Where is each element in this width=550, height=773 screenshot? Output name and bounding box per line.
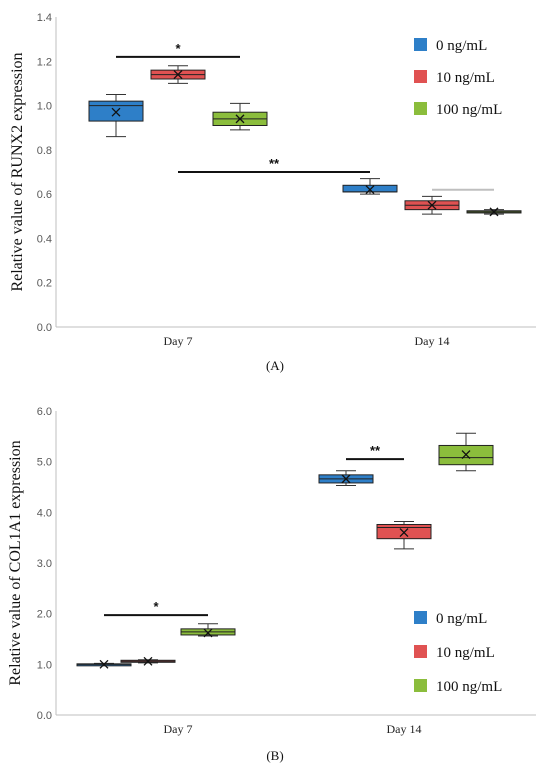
chart-panel-a: 0.0 0.2 0.4 0.6 0.8 1.0 1.2 1.4 Relative value o… xyxy=(9,12,536,373)
box-0-ng-ml-day-7 xyxy=(88,94,144,138)
mean-marker xyxy=(203,628,213,638)
mean-marker xyxy=(365,185,375,195)
box-100-ng-ml-day-7 xyxy=(212,102,268,131)
box-10-ng-ml-day-14 xyxy=(404,195,460,215)
significance-label: * xyxy=(175,41,181,56)
box-body xyxy=(342,184,398,193)
legend-label: 10 ng/mL xyxy=(436,70,495,86)
y-tick-label: 0.8 xyxy=(37,145,52,157)
y-tick-label: 1.4 xyxy=(37,12,52,24)
box-0-ng-ml-day-14 xyxy=(342,178,398,195)
box-10-ng-ml-day-7 xyxy=(120,656,176,666)
y-tick-label: 1.2 xyxy=(37,56,52,68)
y-tick-label: 6.0 xyxy=(37,406,52,418)
legend-entry: 10 ng/mL xyxy=(414,70,495,86)
legend-swatch xyxy=(414,645,427,658)
mean-marker xyxy=(173,70,183,80)
mean-marker xyxy=(341,474,351,484)
legend-swatch xyxy=(414,38,427,51)
mean-marker xyxy=(399,528,409,538)
y-tick-label: 0.4 xyxy=(37,233,52,245)
x-category-label: Day 7 xyxy=(164,722,193,736)
legend-entry: 100 ng/mL xyxy=(414,679,502,695)
legend-swatch xyxy=(414,611,427,624)
significance-label: ** xyxy=(269,156,280,171)
box-body xyxy=(88,100,144,122)
legend-entry: 0 ng/mL xyxy=(414,38,487,54)
significance-label: ** xyxy=(370,443,381,458)
chart-panel-b: 0.0 1.0 2.0 3.0 4.0 5.0 6.0 Relative value of C… xyxy=(7,406,536,763)
mean-marker xyxy=(143,656,153,666)
y-tick-label: 1.0 xyxy=(37,659,52,671)
panel-label: (B) xyxy=(266,748,283,763)
y-tick-label: 5.0 xyxy=(37,457,52,469)
box-0-ng-ml-day-14 xyxy=(318,470,374,486)
legend-entry: 0 ng/mL xyxy=(414,611,487,627)
y-tick-label: 3.0 xyxy=(37,558,52,570)
y-tick-label: 0.6 xyxy=(37,189,52,201)
mean-marker xyxy=(99,659,109,669)
box-10-ng-ml-day-14 xyxy=(376,520,432,550)
legend-label: 10 ng/mL xyxy=(436,645,495,661)
significance-label: * xyxy=(153,599,159,614)
x-category-label: Day 14 xyxy=(387,722,422,736)
legend-swatch xyxy=(414,70,427,83)
legend-label: 0 ng/mL xyxy=(436,38,487,54)
x-category-label: Day 7 xyxy=(164,334,193,348)
mean-marker xyxy=(235,114,245,124)
box-100-ng-ml-day-14 xyxy=(466,207,522,217)
y-tick-label: 0.0 xyxy=(37,710,52,722)
mean-marker xyxy=(111,107,121,117)
legend-swatch xyxy=(414,679,427,692)
legend-label: 0 ng/mL xyxy=(436,611,487,627)
legend-entry: 100 ng/mL xyxy=(414,102,502,118)
y-tick-label: 1.0 xyxy=(37,101,52,113)
mean-marker xyxy=(489,207,499,217)
y-axis-label: Relative value of RUNX2 expression xyxy=(9,52,26,291)
y-tick-label: 0.2 xyxy=(37,278,52,290)
y-tick-label: 4.0 xyxy=(37,507,52,519)
x-category-label: Day 14 xyxy=(415,334,450,348)
legend-entry: 10 ng/mL xyxy=(414,645,495,661)
box-10-ng-ml-day-7 xyxy=(150,65,206,84)
mean-marker xyxy=(427,200,437,210)
legend-label: 100 ng/mL xyxy=(436,102,502,118)
mean-marker xyxy=(461,450,471,460)
y-tick-label: 2.0 xyxy=(37,609,52,621)
box-body xyxy=(376,523,432,540)
box-100-ng-ml-day-7 xyxy=(180,623,236,638)
box-100-ng-ml-day-14 xyxy=(438,432,494,472)
panel-label: (A) xyxy=(266,358,284,373)
legend-label: 100 ng/mL xyxy=(436,679,502,695)
box-0-ng-ml-day-7 xyxy=(76,659,132,669)
legend-swatch xyxy=(414,102,427,115)
y-axis-label: Relative value of COL1A1 expression xyxy=(7,440,24,685)
y-tick-label: 0.0 xyxy=(37,322,52,334)
